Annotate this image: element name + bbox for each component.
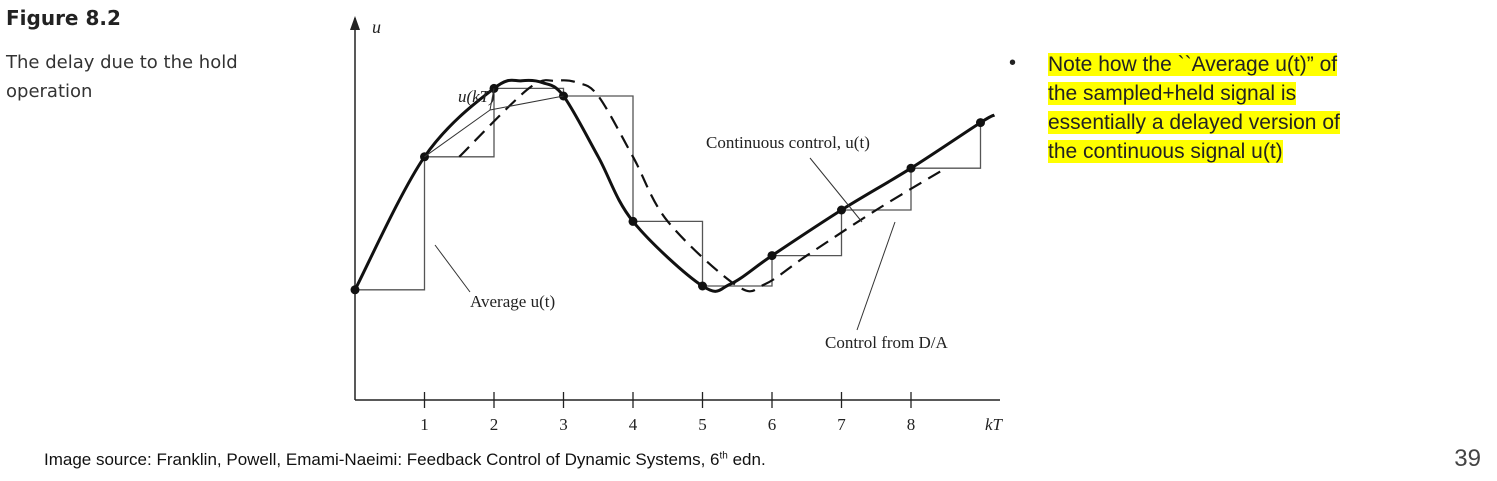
x-tick-label: 2 (490, 415, 499, 434)
sample-point (628, 216, 638, 226)
annotation-average-leader (434, 244, 471, 293)
image-source: Image source: Franklin, Powell, Emami-Na… (44, 450, 766, 470)
image-source-suffix: edn. (727, 450, 766, 469)
chart-plot (350, 78, 996, 295)
annotation-da: Control from D/A (825, 333, 948, 352)
series-continuous-control (353, 78, 996, 293)
series-control-from-da (355, 87, 982, 291)
sample-point (837, 205, 846, 215)
figure-caption: The delay due to the hold operation (6, 52, 238, 102)
annotation-continuous: Continuous control, u(t) (706, 133, 870, 152)
image-source-sup: th (719, 450, 728, 462)
annotation-ukt-leader (489, 88, 495, 111)
x-tick-label: 5 (698, 415, 707, 434)
figure-title: Figure 8.2 (6, 6, 121, 30)
x-tick-label: 6 (768, 415, 777, 434)
image-source-text: Image source: Franklin, Powell, Emami-Na… (44, 450, 720, 469)
sample-point (698, 281, 707, 291)
annotation-ukt-leader (424, 109, 491, 158)
note-text: Note how the ``Average u(t)” of the samp… (1048, 50, 1468, 166)
x-tick-label: 1 (420, 415, 429, 434)
x-tick-label: 4 (629, 415, 638, 434)
sample-point (350, 285, 360, 295)
chart-labels: u kT u(kT) Continuous control, u(t) Average … (372, 17, 1004, 434)
sample-point (976, 118, 985, 128)
chart-axes: 1 2 3 4 5 6 7 8 (350, 16, 1000, 434)
series-average-u (458, 79, 947, 293)
annotation-da-leader (856, 221, 896, 331)
annotation-continuous-leader (809, 157, 863, 223)
annotation-ukt: u(kT) (458, 87, 495, 106)
sample-point (767, 251, 777, 261)
page-number: 39 (1454, 445, 1481, 472)
x-axis-label: kT (985, 415, 1004, 434)
x-tick-label: 7 (837, 415, 846, 434)
note-line-1: Note how the ``Average u(t)” of (1048, 53, 1338, 76)
annotation-average: Average u(t) (470, 292, 555, 311)
note-line-4: the continuous signal u(t) (1048, 140, 1283, 163)
y-axis-arrow (350, 16, 360, 30)
y-axis-label: u (372, 17, 381, 37)
note-line-2: the sampled+held signal is (1048, 82, 1297, 105)
note-bullet: • (1009, 52, 1017, 74)
note-line-3: essentially a delayed version of (1048, 111, 1340, 134)
annotation-ukt-leader (489, 95, 564, 111)
x-tick-label: 8 (907, 415, 916, 434)
x-tick-label: 3 (559, 415, 568, 434)
sample-point (906, 163, 916, 173)
